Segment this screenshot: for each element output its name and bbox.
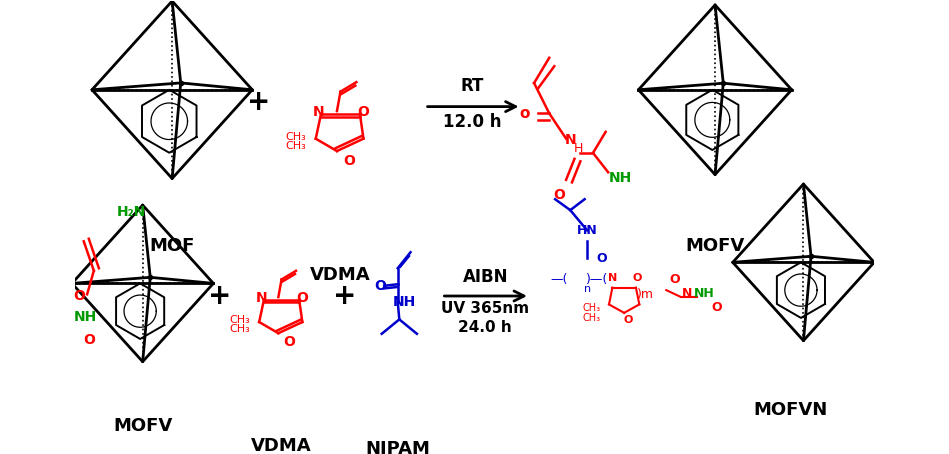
Text: O: O [596, 252, 606, 265]
Text: 12.0 h: 12.0 h [443, 113, 502, 131]
Text: )—(: )—( [586, 273, 608, 286]
Text: O: O [633, 273, 642, 283]
Text: CH₃: CH₃ [285, 142, 306, 152]
Text: )m: )m [637, 288, 654, 301]
Text: N: N [255, 291, 268, 305]
Text: NIPAM: NIPAM [365, 440, 430, 454]
Text: AIBN: AIBN [462, 268, 508, 286]
Text: n: n [584, 284, 590, 294]
Text: UV 365nm: UV 365nm [441, 301, 530, 316]
Text: H: H [574, 142, 584, 155]
Text: O: O [344, 154, 355, 168]
Text: O: O [84, 333, 96, 347]
Text: O: O [712, 301, 722, 314]
Text: O: O [284, 335, 295, 349]
Text: MOFVN: MOFVN [754, 400, 828, 419]
Text: +: + [209, 282, 232, 310]
Text: N: N [312, 105, 324, 119]
Text: NH: NH [393, 295, 417, 309]
Text: H₂N: H₂N [117, 205, 146, 219]
Text: O: O [296, 291, 308, 305]
Text: O: O [553, 188, 566, 202]
Text: —(: —( [550, 273, 568, 286]
Text: NH: NH [74, 310, 97, 324]
Text: CH₃: CH₃ [583, 303, 601, 313]
Text: o: o [519, 106, 530, 121]
Text: 24.0 h: 24.0 h [458, 320, 512, 335]
Text: O: O [375, 279, 386, 293]
Text: N: N [682, 287, 693, 300]
Text: HN: HN [577, 224, 598, 237]
Text: N: N [565, 133, 576, 147]
Text: O: O [623, 315, 633, 325]
Text: CH₃: CH₃ [230, 324, 251, 334]
Text: O: O [73, 289, 84, 303]
Text: RT: RT [461, 77, 484, 94]
Text: O: O [669, 273, 680, 286]
Text: CH₃: CH₃ [583, 313, 601, 323]
Text: NH: NH [694, 287, 715, 300]
Text: O: O [358, 105, 369, 119]
Text: CH₃: CH₃ [285, 132, 306, 142]
Text: MOFV: MOFV [685, 237, 745, 255]
Text: VDMA: VDMA [251, 437, 312, 454]
Text: MOF: MOF [149, 237, 195, 255]
Text: +: + [333, 282, 357, 310]
Text: CH₃: CH₃ [230, 316, 251, 326]
Text: +: + [247, 89, 270, 116]
Text: N: N [607, 273, 617, 283]
Text: VDMA: VDMA [310, 266, 371, 284]
Text: MOFV: MOFV [113, 418, 173, 435]
Text: NH: NH [608, 171, 632, 185]
